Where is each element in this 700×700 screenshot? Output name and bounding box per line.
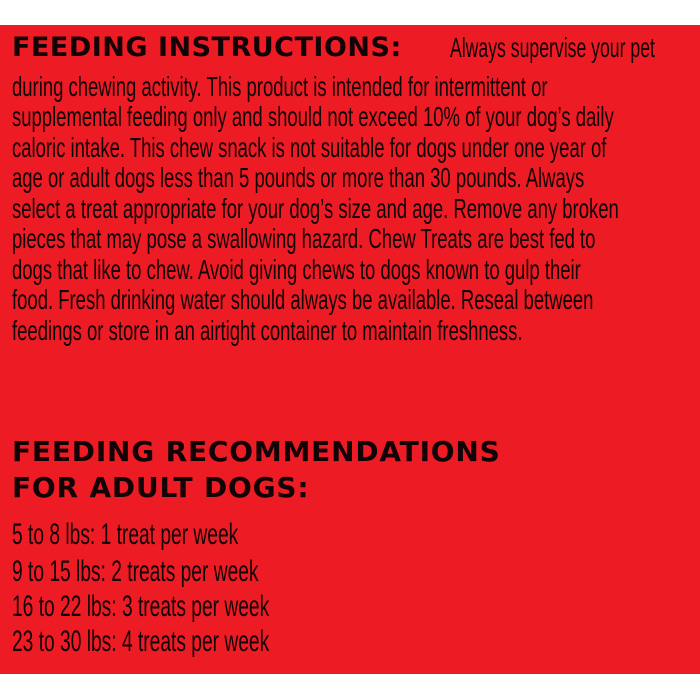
instructions-line: pieces that may pose a swallowing hazard… bbox=[12, 223, 596, 254]
instructions-line: feedings or store in an airtight contain… bbox=[12, 315, 523, 346]
feeding-recommendations-heading-line2: FOR ADULT DOGS: bbox=[12, 471, 310, 504]
instructions-line: Always supervise your pet bbox=[450, 32, 655, 63]
instructions-line: dogs that like to chew. Avoid giving che… bbox=[12, 254, 581, 285]
feeding-recommendations-heading: FEEDING RECOMMENDATIONS bbox=[12, 435, 501, 468]
instructions-line: food. Fresh drinking water should always… bbox=[12, 284, 594, 315]
recommendation-item: 16 to 22 lbs: 3 treats per week bbox=[12, 590, 270, 623]
instructions-line: age or adult dogs less than 5 pounds or … bbox=[12, 162, 585, 193]
feeding-instructions-heading: FEEDING INSTRUCTIONS: bbox=[12, 32, 402, 63]
instructions-line: supplemental feeding only and should not… bbox=[12, 101, 614, 132]
instructions-line: during chewing activity. This product is… bbox=[12, 71, 548, 102]
recommendation-item: 23 to 30 lbs: 4 treats per week bbox=[12, 625, 270, 658]
recommendation-item: 9 to 15 lbs: 2 treats per week bbox=[12, 555, 259, 588]
instructions-line: caloric intake. This chew snack is not s… bbox=[12, 132, 607, 163]
instructions-line: select a treat appropriate for your dog’… bbox=[12, 193, 619, 224]
label-panel bbox=[0, 25, 700, 674]
recommendation-item: 5 to 8 lbs: 1 treat per week bbox=[12, 518, 239, 551]
